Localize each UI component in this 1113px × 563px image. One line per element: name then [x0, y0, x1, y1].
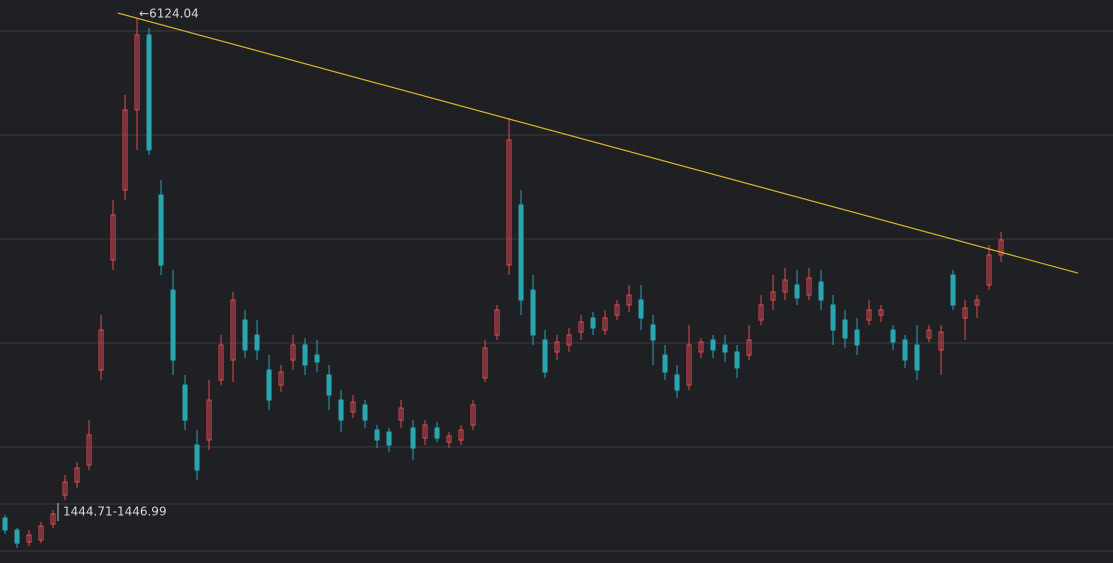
candle-body [674, 374, 680, 391]
candle-body [770, 291, 776, 301]
candle-body [254, 334, 260, 351]
candle-body [242, 319, 248, 351]
candle-body [962, 307, 968, 319]
candle-body [146, 34, 152, 151]
candle-body [26, 534, 32, 543]
candle-body [746, 339, 752, 356]
candle-body [554, 341, 560, 353]
candle-body [458, 429, 464, 441]
candle-body [518, 204, 524, 301]
candle-body [62, 481, 68, 496]
candle-body [86, 434, 92, 466]
candle-body [974, 299, 980, 306]
candle-body [110, 214, 116, 261]
candle-body [482, 347, 488, 379]
candle-body [134, 34, 140, 111]
candle-body [350, 401, 356, 413]
candle-body [998, 239, 1004, 256]
candle-body [158, 194, 164, 266]
candle-body [278, 371, 284, 386]
candle-body [362, 404, 368, 421]
candle-body [206, 399, 212, 441]
candle-body [926, 329, 932, 339]
candle-body [218, 344, 224, 381]
candle-body [782, 279, 788, 293]
candle-body [98, 329, 104, 371]
candle-body [302, 344, 308, 366]
candle-body [398, 407, 404, 421]
candle-body [410, 427, 416, 449]
candle-body [638, 299, 644, 319]
candle-body [506, 139, 512, 266]
candle-body [470, 404, 476, 426]
candle-body [914, 344, 920, 371]
trend-line [117, 12, 1078, 274]
candle-body [662, 354, 668, 373]
candle-body [590, 317, 596, 329]
candle-body [902, 339, 908, 361]
candle-body [890, 329, 896, 343]
candle-body [194, 444, 200, 471]
high-annotation: ←6124.04 [139, 7, 199, 21]
candle-body [170, 289, 176, 361]
candle-body [182, 384, 188, 421]
candle-body [374, 429, 380, 441]
candle-body [422, 424, 428, 439]
candle-body [878, 309, 884, 316]
candle-body [854, 329, 860, 346]
candle-body [446, 435, 452, 443]
low-annotation: 1444.71-1446.99 [63, 505, 167, 519]
candle-body [842, 319, 848, 339]
candle-body [578, 321, 584, 333]
candle-body [434, 427, 440, 439]
candle-body [74, 467, 80, 483]
candle-body [866, 309, 872, 321]
candle-body [806, 277, 812, 296]
candle-body [818, 281, 824, 301]
candle-body [722, 344, 728, 353]
candle-body [326, 374, 332, 396]
candle-body [650, 324, 656, 341]
candle-body [602, 317, 608, 331]
candle-body [386, 431, 392, 446]
candle-body [758, 304, 764, 321]
candle-body [986, 254, 992, 286]
candle-body [530, 289, 536, 336]
candle-body [38, 525, 44, 541]
candle-body [542, 339, 548, 373]
candle-body [14, 529, 20, 544]
candle-body [614, 304, 620, 316]
candle-body [950, 274, 956, 306]
candle-body [794, 284, 800, 299]
candle-body [830, 304, 836, 331]
candle-body [122, 109, 128, 191]
candle-body [698, 341, 704, 353]
candle-body [230, 299, 236, 361]
candle-body [710, 339, 716, 351]
candle-body [938, 331, 944, 351]
candle-body [50, 513, 56, 525]
candle-body [314, 354, 320, 363]
candle-body [734, 351, 740, 369]
candle-body [686, 344, 692, 386]
candle-body [290, 344, 296, 361]
candle-body [626, 294, 632, 306]
candle-body [494, 309, 500, 336]
candle-body [2, 517, 8, 531]
candle-body [566, 334, 572, 346]
candle-body [266, 369, 272, 401]
candle-body [338, 399, 344, 421]
